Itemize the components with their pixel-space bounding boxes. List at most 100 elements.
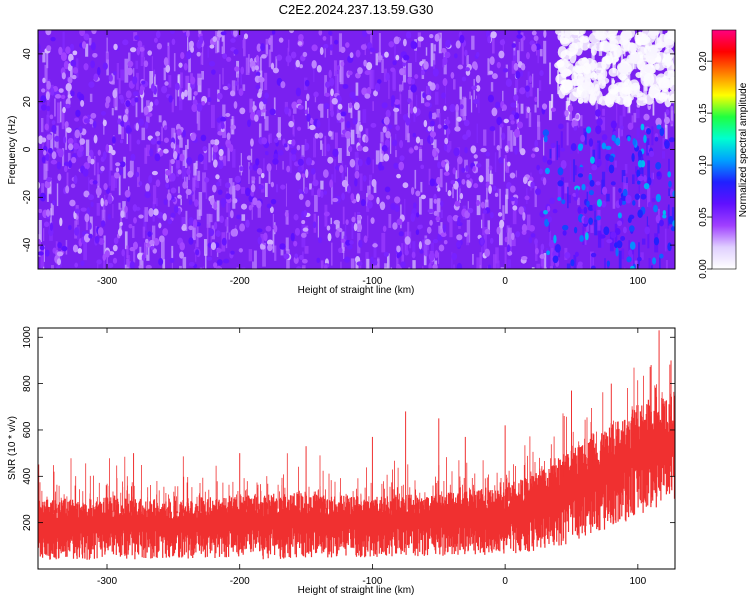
heatmap-cell	[119, 169, 123, 175]
heatmap-cell	[637, 256, 642, 262]
heatmap-cell	[394, 38, 396, 63]
heatmap-cell	[588, 138, 594, 147]
heatmap-cell	[635, 166, 638, 173]
heatmap-cell	[656, 124, 662, 130]
heatmap-cell	[657, 221, 660, 234]
heatmap-cell	[148, 174, 153, 184]
heatmap-cell	[597, 78, 601, 85]
heatmap-cell	[119, 139, 124, 144]
heatmap-cell	[434, 91, 439, 105]
heatmap-cell	[671, 207, 675, 224]
heatmap-cell	[213, 221, 218, 230]
heatmap-cell	[98, 237, 105, 246]
heatmap-cell	[484, 248, 491, 258]
heatmap-cell	[606, 193, 610, 202]
heatmap-cell	[338, 247, 343, 254]
heatmap-cell	[350, 129, 355, 145]
heatmap-cell	[368, 174, 373, 186]
heatmap-cell	[358, 124, 363, 132]
heatmap-cell	[227, 83, 231, 89]
heatmap-cell	[124, 205, 128, 213]
heatmap-cell	[69, 199, 76, 207]
heatmap-cell	[647, 145, 650, 153]
heatmap-cell	[636, 92, 647, 101]
heatmap-cell	[153, 238, 160, 246]
heatmap-cell	[40, 117, 44, 133]
heatmap-cell	[396, 173, 401, 179]
heatmap-cell	[286, 249, 290, 269]
heatmap-cell	[266, 203, 272, 209]
heatmap-cell	[434, 250, 439, 259]
heatmap-cell	[107, 262, 114, 268]
heatmap-cell	[667, 70, 675, 82]
heatmap-cell	[219, 74, 221, 90]
heatmap-cell	[312, 221, 317, 229]
heatmap-cell	[138, 118, 145, 126]
heatmap-cell	[579, 235, 584, 242]
heatmap-x-tick: -300	[97, 30, 117, 287]
heatmap-cell	[286, 165, 291, 173]
heatmap-cell	[199, 267, 203, 269]
heatmap-cell	[503, 158, 505, 182]
heatmap-cell	[171, 38, 176, 46]
heatmap-cell	[541, 257, 545, 269]
heatmap-cell	[560, 131, 563, 149]
heatmap-cell	[617, 63, 630, 74]
heatmap-cell	[56, 265, 61, 269]
heatmap-cell	[251, 176, 256, 181]
heatmap-cell	[135, 171, 140, 178]
heatmap-cell	[446, 214, 453, 223]
heatmap-cell	[50, 203, 54, 216]
heatmap-cell	[502, 68, 509, 73]
heatmap-cell	[83, 33, 90, 41]
heatmap-cell	[243, 33, 249, 40]
heatmap-cell	[596, 118, 603, 126]
heatmap-cell	[60, 94, 66, 100]
heatmap-cell	[79, 30, 86, 37]
heatmap-cell	[86, 207, 90, 216]
heatmap-cell	[409, 86, 414, 108]
heatmap-cell	[491, 73, 498, 80]
snr-x-tick-label: 100	[629, 576, 646, 587]
snr-y-tick: 600	[22, 421, 675, 438]
heatmap-cell	[588, 217, 593, 225]
heatmap-cell	[56, 161, 62, 170]
heatmap-cell	[248, 162, 250, 185]
heatmap-cell	[221, 46, 223, 55]
heatmap-cell	[420, 69, 425, 76]
heatmap-cell	[144, 121, 149, 129]
heatmap-cell	[273, 137, 279, 144]
heatmap-cell	[373, 241, 377, 258]
heatmap-cell	[262, 242, 266, 267]
heatmap-cell	[90, 112, 97, 119]
heatmap-cell	[415, 190, 421, 197]
heatmap-cell	[557, 180, 564, 187]
heatmap-cell	[153, 37, 158, 43]
heatmap-cell	[40, 95, 47, 103]
heatmap-cell	[256, 228, 263, 233]
heatmap-cell	[298, 189, 303, 194]
heatmap-cell	[252, 261, 254, 269]
heatmap-cell	[174, 82, 180, 91]
heatmap-cell	[504, 247, 507, 269]
heatmap-cell	[354, 97, 357, 105]
heatmap-cell	[551, 94, 554, 111]
heatmap-cell	[264, 151, 269, 156]
heatmap-cell	[586, 191, 589, 205]
heatmap-cell	[591, 47, 595, 68]
heatmap-cell	[393, 36, 400, 45]
heatmap-cell	[246, 155, 252, 161]
heatmap-cell	[437, 161, 441, 169]
heatmap-cell	[536, 263, 541, 269]
heatmap-cell	[257, 203, 261, 218]
heatmap-cell	[296, 126, 302, 131]
heatmap-cell	[343, 251, 345, 259]
heatmap-cell	[354, 170, 360, 179]
heatmap-cell	[87, 155, 92, 164]
snr-series	[38, 330, 675, 560]
heatmap-cell	[268, 134, 270, 145]
snr-x-tick: -100	[362, 328, 383, 587]
heatmap-cell	[385, 109, 391, 118]
heatmap-cell	[248, 165, 253, 171]
heatmap-cell	[546, 159, 553, 165]
